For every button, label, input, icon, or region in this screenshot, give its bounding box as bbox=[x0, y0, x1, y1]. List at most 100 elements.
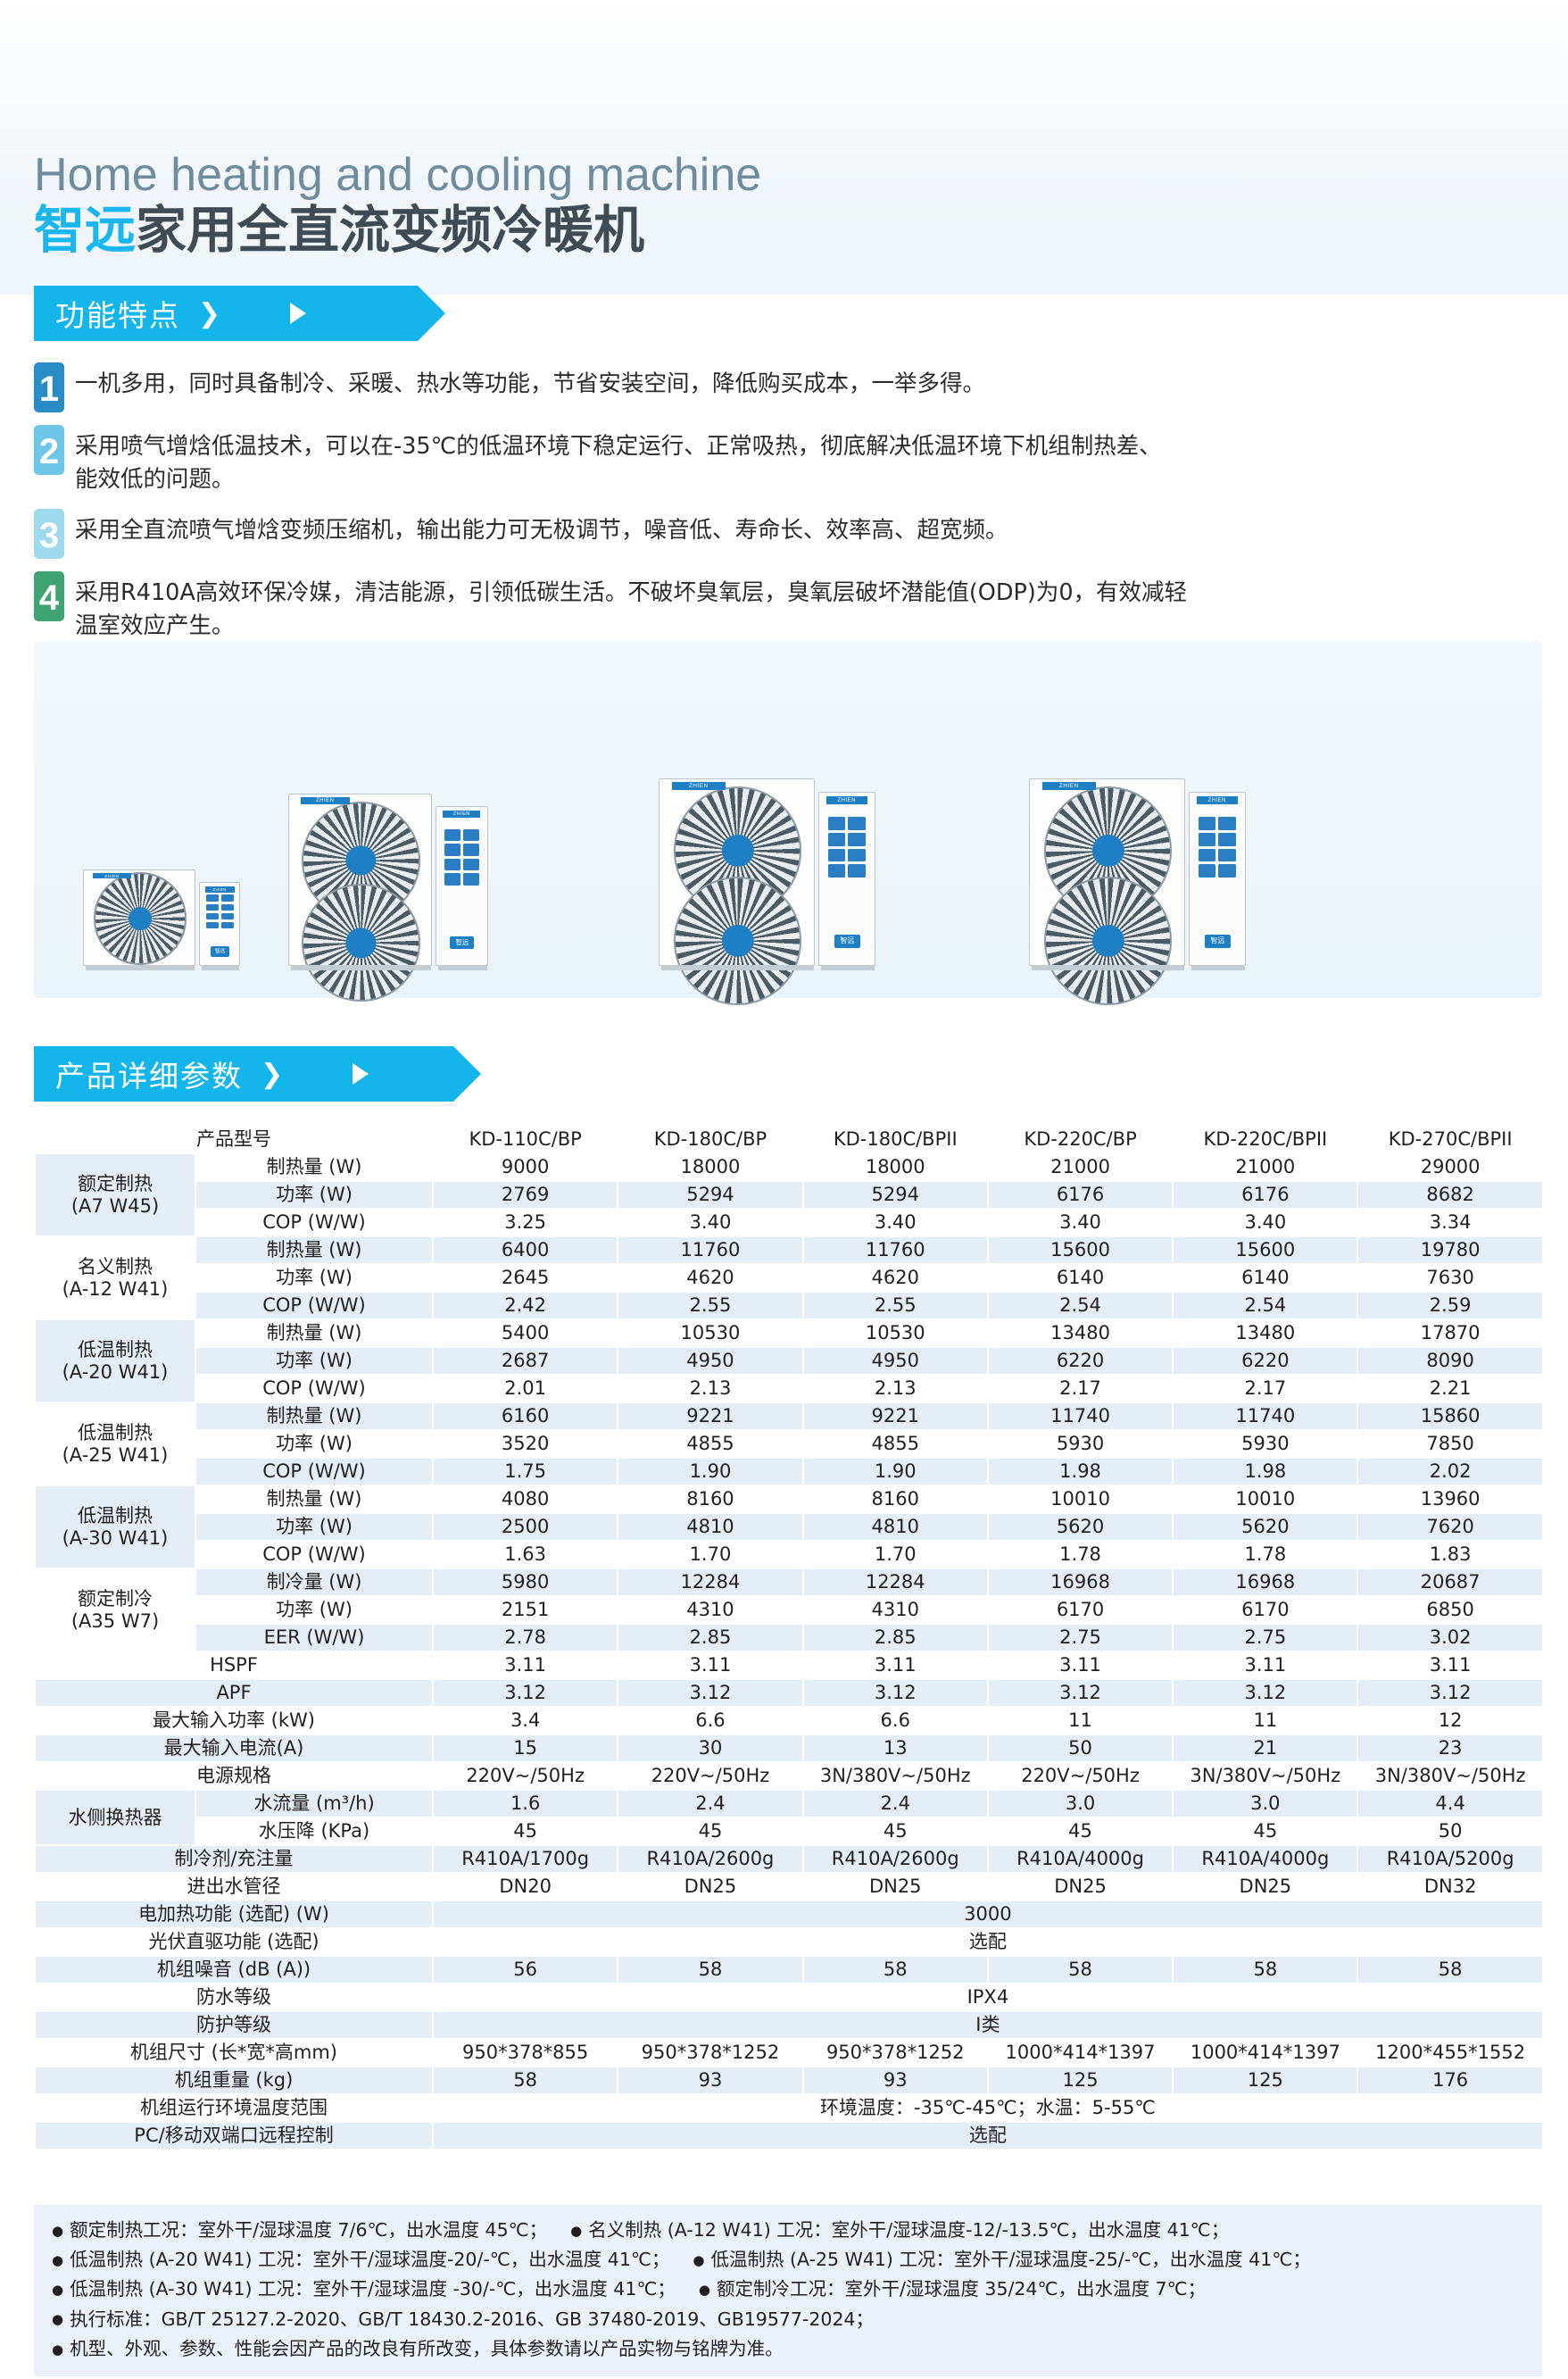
row-sub-label: 制热量 (W) bbox=[195, 1485, 434, 1514]
row-sub-label: 功率 (W) bbox=[195, 1595, 434, 1625]
table-cell-value: 2.54 bbox=[986, 1291, 1174, 1320]
button-keypad[interactable] bbox=[444, 828, 479, 886]
chevron-right-icon: ❯ bbox=[198, 298, 221, 329]
keypad-button[interactable] bbox=[444, 844, 461, 856]
keypad-button[interactable] bbox=[221, 894, 234, 902]
table-cell-value: 5620 bbox=[986, 1512, 1174, 1542]
table-cell-value: 45 bbox=[801, 1817, 989, 1846]
footnotes: ● 额定制热工况：室外干/湿球温度 7/6℃，出水温度 45℃； ● 名义制热 (A-… bbox=[34, 2205, 1542, 2377]
keypad-button[interactable] bbox=[828, 817, 846, 830]
table-cell-value: 220V~/50Hz bbox=[431, 1761, 619, 1791]
column-header-model: KD-180C/BPII bbox=[801, 1125, 989, 1154]
page-title: Home heating and cooling machine 智远家用全直流… bbox=[34, 152, 761, 261]
table-row: 最大输入功率 (kW) 3.4 6.6 6.6 11 11 12 bbox=[34, 1706, 1544, 1735]
table-cell-value: 6220 bbox=[986, 1346, 1174, 1376]
keypad-button[interactable] bbox=[444, 873, 461, 886]
row-sub-label: COP (W/W) bbox=[195, 1540, 434, 1569]
table-cell-value: 1000*414*1397 bbox=[1172, 2038, 1359, 2067]
table-row: 电源规格 220V~/50Hz 220V~/50Hz 3N/380V~/50Hz 220… bbox=[34, 1761, 1544, 1791]
table-cell-value: 5620 bbox=[1172, 1512, 1359, 1542]
keypad-button[interactable] bbox=[1199, 848, 1216, 862]
keypad-button[interactable] bbox=[848, 864, 866, 878]
title-english: Home heating and cooling machine bbox=[34, 149, 762, 201]
button-keypad[interactable] bbox=[828, 817, 866, 878]
feature-item: 1 一机多用，同时具备制冷、采暖、热水等功能，节省安装空间，降低购买成本，一举多得… bbox=[34, 362, 1542, 412]
table-cell-value: 3.12 bbox=[431, 1678, 619, 1708]
keypad-button[interactable] bbox=[206, 903, 220, 911]
table-cell-value: 9000 bbox=[431, 1152, 619, 1182]
table-cell-value: 13480 bbox=[986, 1318, 1174, 1348]
keypad-button[interactable] bbox=[1199, 832, 1216, 846]
keypad-button[interactable] bbox=[444, 828, 461, 842]
table-cell-value: 1.70 bbox=[801, 1540, 989, 1569]
row-label: 最大输入电流(A) bbox=[34, 1734, 434, 1763]
keypad-button[interactable] bbox=[206, 912, 220, 919]
table-cell-value: 7630 bbox=[1356, 1263, 1544, 1293]
table-cell-value: 3N/380V~/50Hz bbox=[1356, 1761, 1544, 1791]
table-cell-value: 2.02 bbox=[1356, 1457, 1544, 1486]
features-section: 功能特点 ❯ 1 一机多用，同时具备制冷、采暖、热水等功能，节省安装空间，降低购买… bbox=[34, 286, 1542, 655]
keypad-button[interactable] bbox=[1199, 817, 1216, 830]
keypad-button[interactable] bbox=[1218, 832, 1236, 846]
brand-logo: ZHIEN bbox=[825, 796, 867, 804]
brand-name: 智远 bbox=[34, 201, 136, 260]
footnote-2a: 低温制热 (A-20 W41) 工况：室外干/湿球温度-20/-℃，出水温度 4… bbox=[70, 2249, 670, 2271]
table-cell-value: 3.12 bbox=[617, 1678, 804, 1708]
table-cell-value: 1.78 bbox=[1172, 1540, 1359, 1569]
table-cell-value: 11760 bbox=[617, 1235, 804, 1265]
table-row: APF 3.12 3.12 3.12 3.12 3.12 3.12 bbox=[34, 1678, 1544, 1708]
keypad-button[interactable] bbox=[206, 921, 220, 928]
table-cell-value: 4810 bbox=[617, 1512, 804, 1542]
table-cell-value: 220V~/50Hz bbox=[617, 1761, 804, 1791]
feature-number-badge: 4 bbox=[34, 570, 64, 621]
table-cell-value: 15600 bbox=[986, 1235, 1174, 1265]
keypad-button[interactable] bbox=[1218, 817, 1236, 830]
table-row: 功率 (W) 2151 4310 4310 6170 6170 6850 bbox=[35, 1595, 1544, 1625]
base-feet bbox=[821, 965, 875, 970]
table-cell-value: 2.54 bbox=[1172, 1291, 1359, 1320]
table-cell-value: 8160 bbox=[617, 1485, 804, 1514]
table-cell-value: 5294 bbox=[801, 1180, 989, 1210]
keypad-button[interactable] bbox=[444, 858, 461, 871]
table-cell-value: 6140 bbox=[1172, 1263, 1359, 1293]
table-cell-value: 2.4 bbox=[617, 1789, 804, 1818]
table-cell-value: 6400 bbox=[431, 1235, 619, 1265]
table-cell-value: 58 bbox=[1172, 1955, 1359, 1984]
keypad-button[interactable] bbox=[1199, 864, 1216, 878]
table-cell-value: 6170 bbox=[986, 1595, 1174, 1625]
keypad-button[interactable] bbox=[463, 858, 479, 871]
keypad-button[interactable] bbox=[848, 817, 866, 830]
keypad-button[interactable] bbox=[828, 848, 846, 862]
button-keypad[interactable] bbox=[206, 894, 234, 928]
keypad-button[interactable] bbox=[848, 848, 866, 862]
keypad-button[interactable] bbox=[1218, 848, 1236, 862]
table-cell-value: 1000*414*1397 bbox=[986, 2038, 1174, 2067]
feature-number-badge: 3 bbox=[34, 508, 64, 559]
column-header-model: KD-180C/BP bbox=[617, 1125, 804, 1154]
keypad-button[interactable] bbox=[828, 864, 846, 878]
keypad-button[interactable] bbox=[463, 844, 479, 856]
table-row: 低温制热 (A-25 W41) 制热量 (W) 6160 9221 9221 11740 11… bbox=[34, 1402, 1544, 1486]
keypad-button[interactable] bbox=[463, 873, 479, 886]
keypad-button[interactable] bbox=[221, 921, 234, 928]
keypad-button[interactable] bbox=[1218, 864, 1236, 878]
keypad-button[interactable] bbox=[463, 828, 479, 842]
table-cell-value: 2151 bbox=[431, 1595, 619, 1625]
row-sub-label: 功率 (W) bbox=[195, 1346, 434, 1376]
keypad-button[interactable] bbox=[206, 894, 220, 902]
table-cell-value: 1.78 bbox=[986, 1540, 1174, 1569]
brand-logo: ZHIEN bbox=[204, 886, 235, 893]
table-row: EER (W/W) 2.78 2.85 2.85 2.75 2.75 3.02 bbox=[35, 1623, 1544, 1652]
keypad-button[interactable] bbox=[848, 832, 866, 846]
table-cell-value: 2.55 bbox=[801, 1291, 989, 1320]
play-triangle-icon bbox=[290, 303, 307, 324]
footnote-2b: 低温制热 (A-25 W41) 工况：室外干/湿球温度-25/-℃，出水温度 4… bbox=[710, 2249, 1311, 2271]
keypad-button[interactable] bbox=[221, 912, 234, 919]
button-keypad[interactable] bbox=[1199, 817, 1236, 878]
table-cell-value: 56 bbox=[431, 1955, 619, 1984]
table-cell-value: 2.01 bbox=[431, 1374, 619, 1403]
row-group-label: 水侧换热器 bbox=[34, 1789, 196, 1846]
keypad-button[interactable] bbox=[221, 903, 234, 911]
keypad-button[interactable] bbox=[828, 832, 846, 846]
table-cell-value: 3.11 bbox=[617, 1651, 804, 1680]
